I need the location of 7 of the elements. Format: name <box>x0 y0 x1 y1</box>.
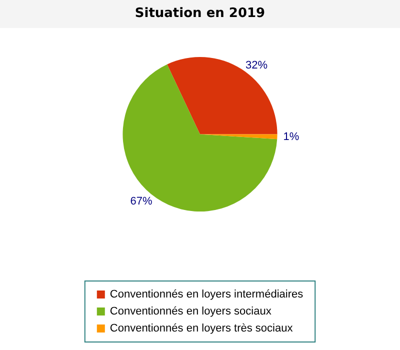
chart-title: Situation en 2019 <box>0 0 400 28</box>
legend-label: Conventionnés en loyers très sociaux <box>110 322 294 334</box>
data-label: 32% <box>246 60 268 72</box>
legend-label: Conventionnés en loyers sociaux <box>110 306 272 318</box>
data-label: 67% <box>130 195 153 208</box>
data-label: 1% <box>283 130 300 143</box>
legend-label: Conventionnés en loyers intermédiaires <box>110 288 304 300</box>
